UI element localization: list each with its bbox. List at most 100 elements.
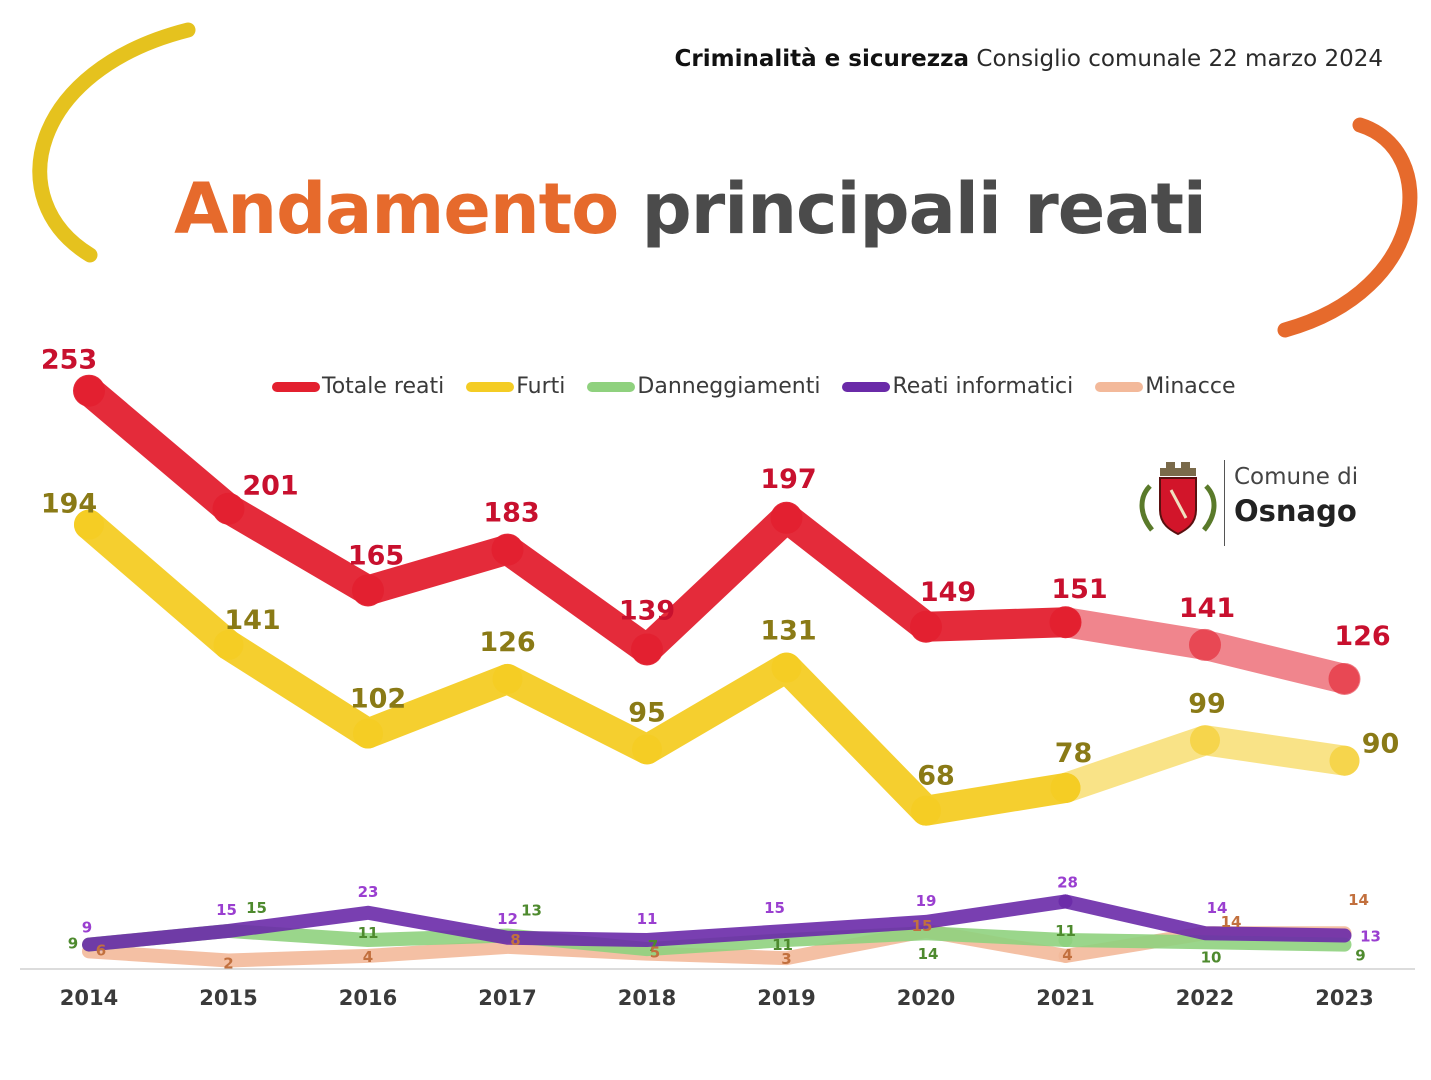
legend-swatch	[587, 381, 636, 392]
data-label-reati-informatici: 28	[1057, 873, 1078, 891]
data-label-totale-reati: 139	[619, 595, 675, 626]
data-label-furti: 131	[760, 616, 816, 647]
x-tick-label: 2018	[618, 986, 676, 1010]
data-point-furti	[771, 652, 802, 683]
data-label-minacce: 8	[510, 931, 520, 949]
data-label-danneggiamenti: 11	[1055, 922, 1076, 940]
data-label-danneggiamenti: 14	[918, 945, 939, 963]
legend-label: Furti	[516, 374, 566, 399]
title-words-principali-reati: principali reati	[641, 168, 1207, 250]
data-label-danneggiamenti: 10	[1201, 948, 1222, 966]
data-label-minacce: 14	[1348, 891, 1369, 909]
legend-swatch	[1095, 381, 1144, 392]
series-line-totale-reati	[74, 375, 1081, 665]
data-label-furti: 194	[41, 489, 97, 520]
data-point-furti	[213, 629, 244, 660]
legend-label: Reati informatici	[892, 374, 1074, 399]
data-label-reati-informatici: 11	[637, 910, 658, 928]
x-tick-label: 2021	[1036, 986, 1094, 1010]
logo-comune-di: Comune di	[1234, 464, 1359, 490]
data-label-reati-informatici: 13	[1360, 927, 1381, 945]
data-label-reati-informatici: 15	[216, 901, 237, 919]
data-label-minacce: 5	[650, 944, 660, 962]
legend-swatch	[272, 381, 320, 392]
data-point-totale-reati	[631, 633, 663, 666]
data-label-reati-informatici: 23	[358, 883, 379, 901]
data-label-reati-informatici: 12	[497, 910, 518, 928]
data-label-reati-informatici: 19	[916, 892, 937, 910]
data-label-danneggiamenti: 15	[246, 899, 267, 917]
data-point-furti	[74, 509, 104, 540]
data-label-minacce: 6	[96, 941, 106, 959]
data-point-totale-reati	[73, 374, 105, 407]
legend-item-furti: Furti	[466, 374, 565, 399]
title-word-andamento: Andamento	[174, 168, 619, 250]
x-tick-label: 2017	[478, 986, 536, 1010]
data-label-danneggiamenti: 7	[648, 937, 658, 955]
data-label-furti: 78	[1055, 738, 1093, 769]
x-tick-label: 2020	[897, 986, 955, 1010]
legend-item-danneggiamenti: Danneggiamenti	[587, 374, 820, 399]
x-tick-label: 2022	[1176, 986, 1234, 1010]
data-label-danneggiamenti: 9	[1355, 947, 1365, 965]
data-label-danneggiamenti: 11	[358, 924, 379, 942]
data-label-reati-informatici: 14	[1207, 899, 1228, 917]
data-label-minacce: 2	[223, 954, 233, 972]
legend-item-totale-reati: Totale reati	[272, 374, 444, 399]
data-label-furti: 102	[350, 683, 406, 714]
data-label-minacce: 4	[1062, 946, 1072, 964]
x-tick-label: 2015	[199, 986, 257, 1010]
data-label-furti: 126	[479, 627, 535, 658]
legend-label: Minacce	[1145, 374, 1236, 399]
data-point-furti	[353, 718, 383, 749]
header-caption: Criminalità e sicurezza Consiglio comuna…	[675, 46, 1383, 72]
data-point-totale-reati	[352, 574, 384, 607]
data-label-danneggiamenti: 11	[772, 936, 793, 954]
series-line-projected-danneggiamenti	[1058, 933, 1352, 952]
data-label-furti: 95	[628, 697, 666, 728]
yellow-arc-decoration	[32, 22, 196, 263]
data-label-totale-reati: 201	[242, 471, 298, 502]
data-label-totale-reati: 165	[348, 540, 404, 571]
data-label-danneggiamenti: 9	[68, 935, 78, 953]
data-point-totale-reati	[910, 610, 942, 643]
data-label-reati-informatici: 15	[764, 899, 785, 917]
data-label-minacce: 15	[912, 917, 933, 935]
data-point-furti	[911, 795, 941, 826]
data-label-totale-reati: 197	[760, 464, 816, 495]
data-label-danneggiamenti: 13	[521, 901, 542, 919]
series-line-furti	[74, 509, 1081, 826]
data-label-totale-reati: 183	[483, 498, 539, 529]
logo-osnago: Osnago	[1234, 494, 1357, 528]
data-point-totale-reati	[1049, 606, 1082, 639]
data-label-totale-reati: 149	[920, 577, 976, 608]
data-point-totale-reati	[1189, 628, 1221, 661]
data-label-furti: 141	[224, 605, 280, 636]
orange-arc-decoration	[1277, 117, 1418, 338]
data-label-totale-reati: 126	[1334, 621, 1390, 652]
x-tick-label: 2023	[1315, 986, 1373, 1010]
header-topic: Criminalità e sicurezza	[674, 46, 970, 72]
logo-divider	[1224, 460, 1225, 546]
legend-label: Totale reati	[322, 374, 445, 399]
header-event: Consiglio comunale 22 marzo 2024	[976, 46, 1383, 72]
data-point-totale-reati	[212, 492, 245, 525]
data-label-furti: 99	[1188, 688, 1226, 719]
data-point-furti	[1329, 745, 1360, 776]
data-label-totale-reati: 253	[41, 345, 97, 376]
series-line-reati-informatici	[82, 894, 1073, 952]
legend-item-minacce: Minacce	[1095, 374, 1236, 399]
legend-swatch	[466, 381, 515, 392]
data-point-totale-reati	[770, 501, 803, 534]
legend-swatch	[842, 381, 891, 392]
data-label-minacce: 3	[781, 950, 791, 968]
coat-of-arms-icon	[1139, 462, 1217, 536]
page-title: Andamento principali reati	[0, 168, 1380, 250]
data-point-totale-reati	[1328, 662, 1361, 695]
comune-logo: Comune di Osnago	[1138, 458, 1378, 548]
data-point-furti	[492, 663, 523, 694]
x-tick-label: 2016	[339, 986, 397, 1010]
legend-item-reati-informatici: Reati informatici	[842, 374, 1073, 399]
